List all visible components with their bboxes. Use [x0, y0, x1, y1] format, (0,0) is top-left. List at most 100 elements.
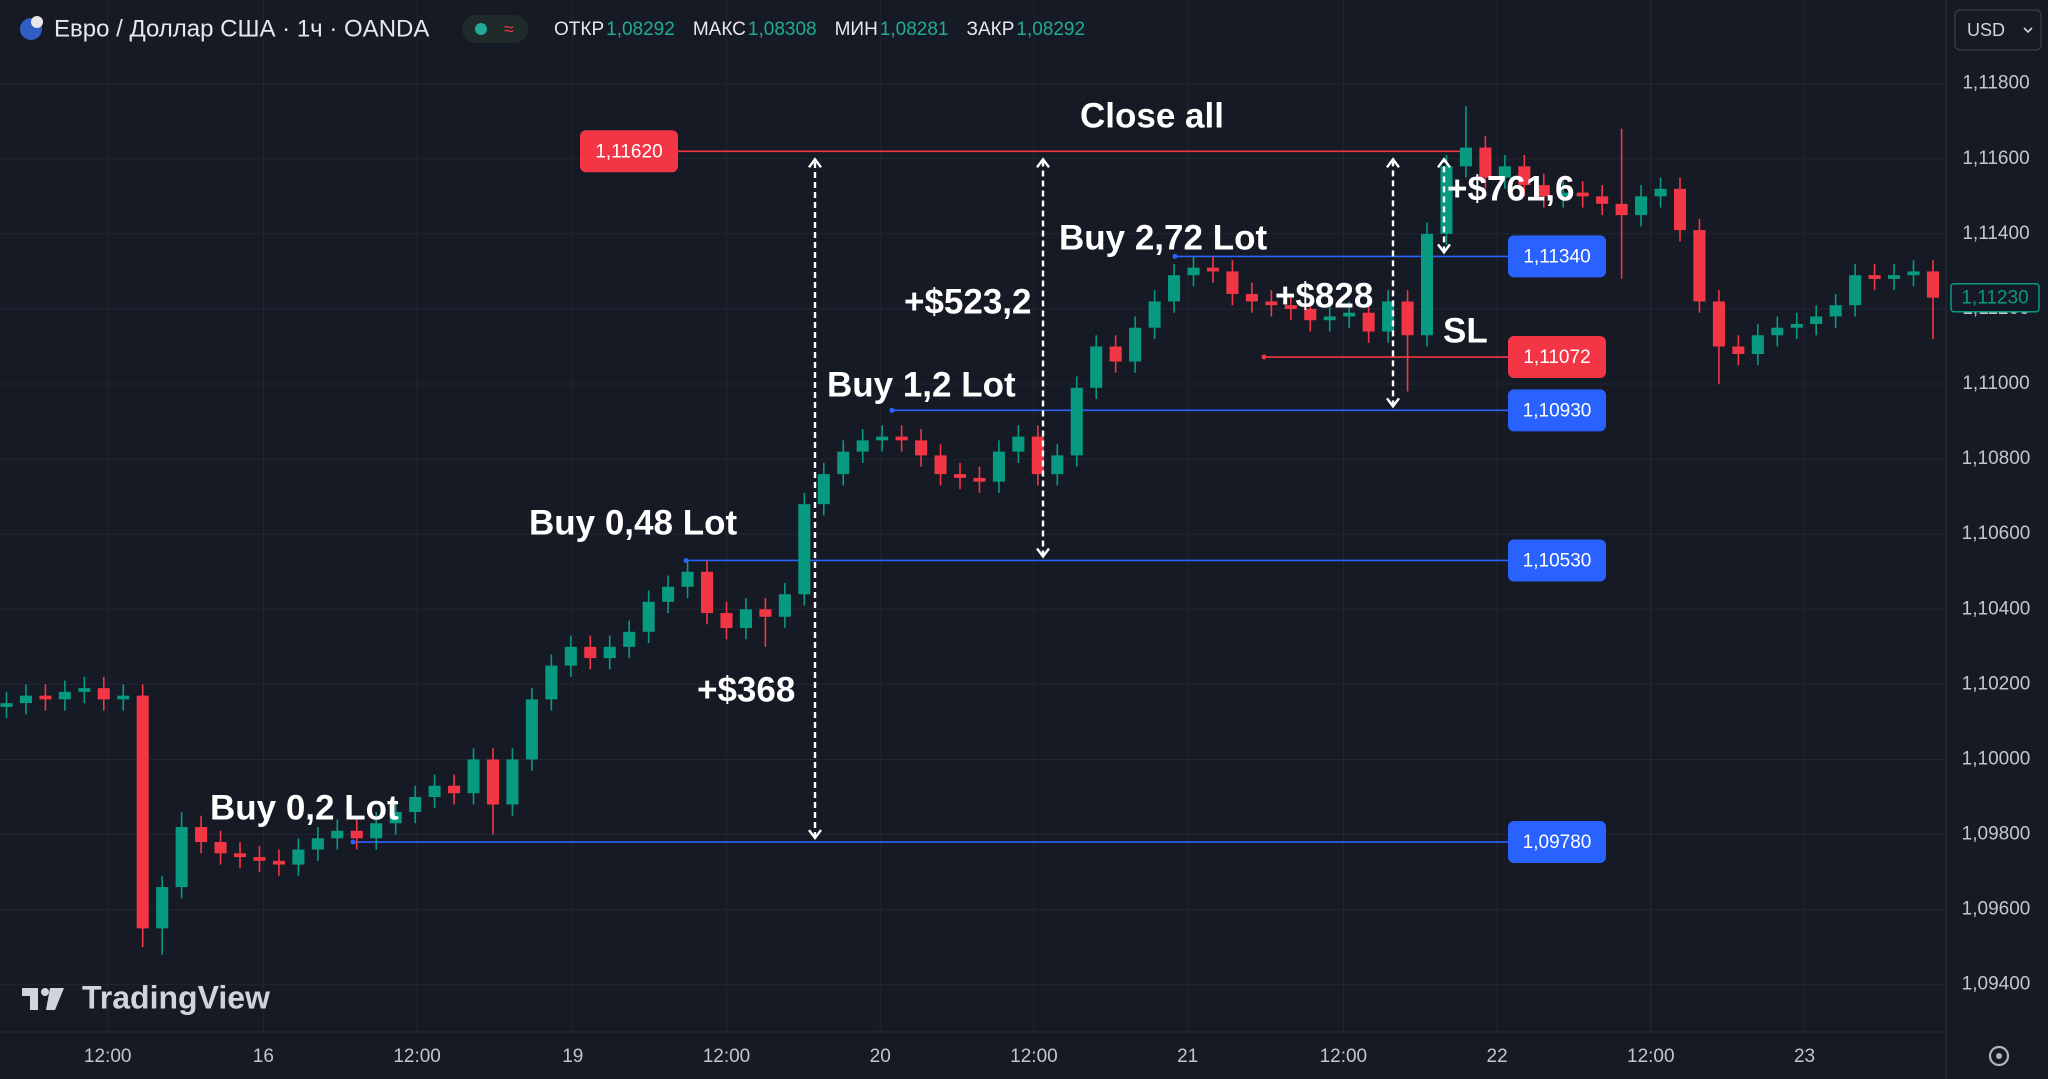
price-level-tag[interactable] — [1508, 389, 1606, 432]
candle-body — [1537, 185, 1550, 197]
x-tick-label: 21 — [1177, 1046, 1198, 1067]
price-level-anchor — [350, 839, 356, 845]
candle-body — [934, 455, 947, 475]
price-level-tag[interactable] — [1508, 821, 1606, 864]
y-tick-label: 1,10200 — [1962, 673, 2031, 694]
candle-body — [311, 838, 324, 850]
candle-body — [1810, 316, 1823, 324]
candle-body — [175, 827, 188, 888]
symbol-title[interactable]: Евро / Доллар США · 1ч · OANDA — [54, 15, 429, 42]
y-tick-label: 1,09400 — [1962, 974, 2031, 995]
candles — [0, 106, 1939, 955]
candle-body — [700, 571, 714, 614]
annotation: Buy 0,48 Lot — [529, 503, 737, 542]
candle-body — [584, 646, 597, 659]
candle-body — [0, 703, 13, 707]
price-level-tag[interactable] — [1508, 336, 1606, 379]
candle-body — [1284, 305, 1297, 309]
candle-body — [1323, 316, 1336, 321]
y-tick-label: 1,11800 — [1962, 73, 2029, 94]
price-level-anchor — [1261, 354, 1267, 360]
candle-body — [1907, 271, 1920, 276]
candle-body — [603, 646, 616, 659]
annotation: SL — [1443, 311, 1488, 350]
y-tick-label: 1,11600 — [1962, 148, 2029, 169]
candle-body — [545, 665, 558, 700]
ohlc-name: ЗАКР — [967, 19, 1015, 40]
y-tick-label: 1,09800 — [1962, 824, 2031, 845]
price-level-label: 1,10530 — [1523, 551, 1592, 572]
price-level-tag[interactable] — [1508, 235, 1606, 278]
candle-body — [156, 887, 169, 929]
y-tick-label: 1,10000 — [1962, 748, 2031, 769]
annotation: +$828 — [1275, 276, 1373, 315]
settings-gear[interactable] — [1988, 1045, 2010, 1067]
candle-body — [992, 451, 1005, 482]
candle-body — [350, 830, 363, 839]
price-level-tag[interactable] — [580, 130, 678, 173]
candle-body — [1148, 301, 1161, 328]
candle-body — [272, 860, 285, 865]
status-pill[interactable] — [462, 15, 528, 43]
annotation: +$761,6 — [1447, 169, 1575, 208]
candle-body — [389, 812, 402, 824]
arrow-head — [808, 829, 822, 841]
annotation: Close all — [1080, 96, 1224, 135]
candle-body — [1771, 327, 1784, 336]
candle-body — [662, 586, 675, 602]
x-tick-label: 12:00 — [393, 1046, 441, 1067]
status-icon: ≈ — [504, 19, 514, 39]
last-price-tag — [1950, 282, 2040, 313]
candle-body — [1868, 275, 1881, 279]
candle-body — [681, 571, 694, 587]
price-level-anchor — [889, 407, 895, 413]
price-level-label: 1,10930 — [1523, 400, 1592, 421]
candle-body — [1693, 230, 1706, 302]
candle-body — [1265, 301, 1278, 306]
candle-body — [1051, 455, 1064, 475]
candle-body — [1382, 301, 1395, 332]
candle-body — [1401, 301, 1414, 336]
candle-body — [39, 695, 52, 700]
y-tick-label: 1,10600 — [1962, 523, 2031, 544]
candle-body — [467, 759, 480, 794]
candle-body — [1479, 147, 1492, 178]
y-tick-label: 1,10800 — [1962, 448, 2031, 469]
candle-body — [1654, 188, 1667, 197]
ohlc-price: 1,08292 — [1016, 19, 1085, 40]
candle-body — [1187, 267, 1200, 276]
price-level-label: 1,09780 — [1523, 832, 1592, 853]
logo-mark — [22, 988, 64, 1010]
candle-body — [564, 646, 577, 666]
ohlc-price: 1,08292 — [606, 19, 675, 40]
candle-body — [409, 796, 422, 813]
candle-body — [837, 451, 850, 475]
y-tick-label: 1,10400 — [1962, 598, 2031, 619]
candle-body — [953, 474, 967, 478]
candle-body — [642, 601, 655, 632]
candle-body — [759, 609, 772, 617]
candle-body — [720, 613, 733, 629]
candle-body — [1343, 312, 1356, 317]
ohlc-readout: ОТКР 1,08292 МАКС 1,08308 МИН 1,08281 ЗАКР 1,08… — [554, 19, 1085, 40]
currency-button[interactable] — [1954, 9, 2042, 51]
candle-body — [739, 609, 752, 629]
price-level-tag[interactable] — [1508, 539, 1606, 582]
candle-body — [1712, 301, 1725, 347]
candle-body — [428, 785, 441, 797]
arrow-head — [1437, 243, 1451, 255]
candle-body — [1926, 271, 1939, 298]
price-level-anchor — [1172, 253, 1178, 259]
last-price-label: 1,11230 — [1961, 288, 2028, 309]
arrow-head — [1386, 157, 1400, 169]
settings-button[interactable] — [1988, 1045, 2010, 1067]
x-tick-label: 23 — [1794, 1046, 1815, 1067]
candle-body — [19, 695, 32, 704]
candle-body — [1732, 346, 1745, 355]
logo-dot — [41, 988, 49, 996]
candle-body — [1304, 308, 1317, 321]
candle-body — [58, 691, 71, 700]
candle-body — [506, 759, 519, 805]
